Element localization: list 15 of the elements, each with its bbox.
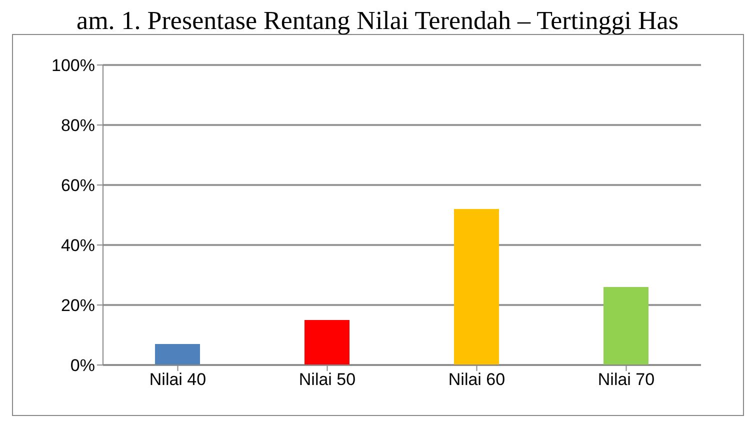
bar xyxy=(454,209,499,365)
y-tick-label: 60% xyxy=(60,176,95,196)
x-tick-label: Nilai 50 xyxy=(298,370,356,390)
y-tick-label: 40% xyxy=(60,236,95,256)
y-tick-label: 100% xyxy=(52,56,95,76)
bar xyxy=(604,287,648,365)
y-tick-label: 80% xyxy=(60,116,95,136)
chart-title: am. 1. Presentase Rentang Nilai Terendah – Tertinggi Has xyxy=(76,6,680,35)
x-tick-label: Nilai 70 xyxy=(598,370,655,390)
y-tick-label: 20% xyxy=(60,296,95,316)
bar xyxy=(155,344,200,365)
x-tick-label: Nilai 60 xyxy=(448,370,506,390)
y-tick-label: 0% xyxy=(70,356,95,376)
bar xyxy=(304,320,350,365)
x-tick-label: Nilai 40 xyxy=(149,370,206,390)
